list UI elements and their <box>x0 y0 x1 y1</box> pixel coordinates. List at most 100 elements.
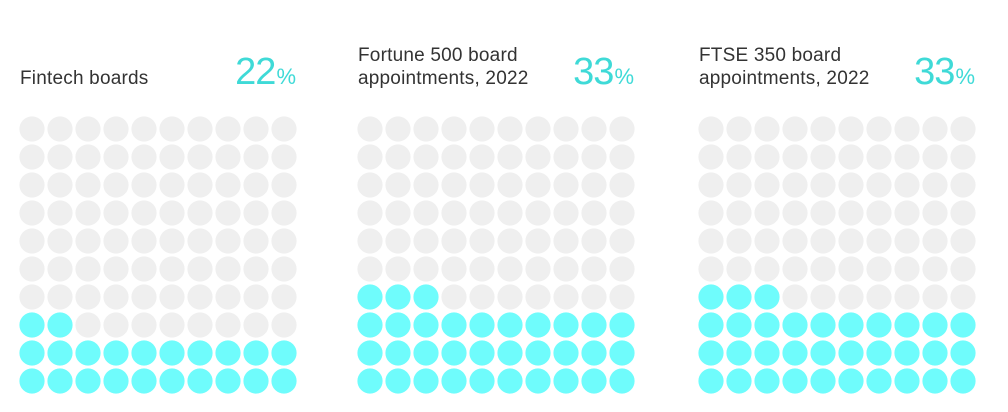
waffle-cell-filled <box>525 340 551 366</box>
waffle-cell-empty <box>19 256 45 282</box>
waffle-cell-filled <box>469 368 495 394</box>
waffle-cell-empty <box>159 116 185 142</box>
waffle-cell-empty <box>754 144 780 170</box>
waffle-cell-filled <box>754 284 780 310</box>
waffle-cell-empty <box>215 256 241 282</box>
waffle-cell-empty <box>609 256 635 282</box>
waffle-cell-empty <box>726 228 752 254</box>
waffle-cell-empty <box>441 200 467 226</box>
waffle-cell-filled <box>810 368 836 394</box>
waffle-cell-filled <box>385 312 411 338</box>
waffle-cell-empty <box>75 312 101 338</box>
waffle-cell-empty <box>838 116 864 142</box>
waffle-cell-filled <box>441 368 467 394</box>
waffle-cell-filled <box>187 340 213 366</box>
waffle-cell-empty <box>922 172 948 198</box>
waffle-cell-empty <box>553 144 579 170</box>
chart-label: Fintech boards <box>20 68 149 89</box>
waffle-cell-filled <box>47 368 73 394</box>
waffle-cell-filled <box>357 312 383 338</box>
waffle-cell-filled <box>47 312 73 338</box>
waffle-cell-empty <box>47 284 73 310</box>
waffle-cell-empty <box>159 228 185 254</box>
waffle-cell-empty <box>838 284 864 310</box>
waffle-cell-empty <box>75 256 101 282</box>
waffle-cell-empty <box>782 144 808 170</box>
waffle-cell-filled <box>922 340 948 366</box>
waffle-cell-filled <box>131 340 157 366</box>
waffle-cell-filled <box>698 368 724 394</box>
waffle-cell-empty <box>922 228 948 254</box>
waffle-cell-empty <box>754 116 780 142</box>
waffle-cell-filled <box>838 312 864 338</box>
waffle-cell-empty <box>469 116 495 142</box>
waffle-cell-empty <box>187 200 213 226</box>
waffle-cell-empty <box>103 144 129 170</box>
waffle-cell-empty <box>810 256 836 282</box>
waffle-cell-filled <box>271 368 297 394</box>
waffle-cell-empty <box>215 312 241 338</box>
waffle-cell-empty <box>894 228 920 254</box>
waffle-cell-filled <box>413 368 439 394</box>
percentage-value: 33% <box>573 52 634 97</box>
waffle-cell-empty <box>413 172 439 198</box>
waffle-cell-empty <box>894 256 920 282</box>
waffle-cell-filled <box>497 312 523 338</box>
waffle-cell-empty <box>19 144 45 170</box>
waffle-cell-filled <box>950 312 976 338</box>
waffle-cell-filled <box>357 284 383 310</box>
percentage-number: 33 <box>914 51 955 93</box>
waffle-cell-empty <box>103 284 129 310</box>
waffle-cell-empty <box>131 228 157 254</box>
waffle-cell-filled <box>922 312 948 338</box>
waffle-cell-empty <box>271 144 297 170</box>
waffle-cell-filled <box>553 312 579 338</box>
waffle-cell-filled <box>75 340 101 366</box>
waffle-cell-filled <box>581 368 607 394</box>
waffle-cell-filled <box>810 312 836 338</box>
waffle-cell-empty <box>922 284 948 310</box>
waffle-cell-filled <box>754 312 780 338</box>
waffle-cell-empty <box>441 116 467 142</box>
waffle-cell-empty <box>497 284 523 310</box>
waffle-cell-filled <box>782 368 808 394</box>
waffle-cell-empty <box>810 284 836 310</box>
waffle-cell-empty <box>497 200 523 226</box>
waffle-grid <box>19 116 297 394</box>
waffle-cell-filled <box>469 340 495 366</box>
waffle-cell-empty <box>894 172 920 198</box>
waffle-cell-empty <box>553 172 579 198</box>
waffle-cell-empty <box>357 116 383 142</box>
waffle-cell-empty <box>19 200 45 226</box>
waffle-cell-empty <box>950 116 976 142</box>
waffle-cell-empty <box>187 312 213 338</box>
waffle-cell-empty <box>271 256 297 282</box>
waffle-cell-empty <box>525 172 551 198</box>
waffle-cell-empty <box>782 256 808 282</box>
waffle-cell-empty <box>866 228 892 254</box>
waffle-cell-empty <box>698 228 724 254</box>
percentage-value: 33% <box>914 52 975 97</box>
waffle-cell-empty <box>922 200 948 226</box>
waffle-cell-empty <box>553 256 579 282</box>
waffle-cell-empty <box>609 144 635 170</box>
waffle-cell-empty <box>810 200 836 226</box>
waffle-cell-empty <box>187 284 213 310</box>
waffle-cell-empty <box>609 228 635 254</box>
waffle-cell-empty <box>243 172 269 198</box>
waffle-cell-filled <box>19 368 45 394</box>
waffle-cell-filled <box>187 368 213 394</box>
waffle-cell-empty <box>385 256 411 282</box>
waffle-cell-filled <box>609 340 635 366</box>
waffle-cell-empty <box>894 144 920 170</box>
waffle-cell-filled <box>215 340 241 366</box>
waffle-cell-empty <box>469 256 495 282</box>
chart-label: Fortune 500 board appointments, 2022 <box>358 45 529 89</box>
waffle-cell-empty <box>866 256 892 282</box>
waffle-cell-empty <box>609 284 635 310</box>
waffle-cell-filled <box>553 368 579 394</box>
waffle-cell-empty <box>75 116 101 142</box>
waffle-cell-filled <box>441 312 467 338</box>
waffle-cell-empty <box>271 284 297 310</box>
waffle-cell-empty <box>525 256 551 282</box>
